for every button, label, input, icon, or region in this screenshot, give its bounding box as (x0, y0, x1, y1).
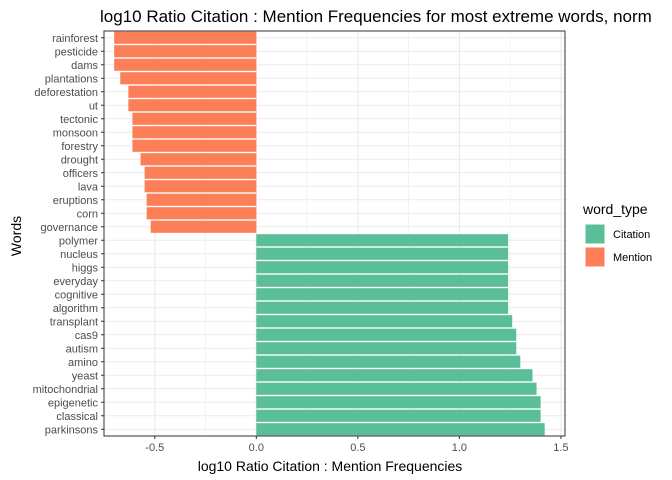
bar-drought (140, 153, 257, 166)
legend: word_type Citation Mention (582, 201, 652, 268)
bar-algorithm (256, 301, 509, 314)
y-tick-label: cas9 (75, 330, 98, 342)
bar-deforestation (128, 85, 257, 98)
bar-mitochondrial (256, 382, 537, 395)
y-tick-label: yeast (72, 370, 98, 382)
x-tick-label: 0.5 (350, 442, 365, 454)
y-tick-label: forestry (61, 141, 98, 153)
bar-parkinsons (256, 423, 545, 436)
bar-corn (146, 207, 257, 220)
y-tick-label: algorithm (53, 303, 98, 315)
x-tick-label: 0.0 (249, 442, 264, 454)
bar-higgs (256, 261, 509, 274)
legend-label-mention: Mention (613, 252, 652, 264)
bar-forestry (132, 139, 257, 152)
y-tick-label: monsoon (53, 127, 98, 139)
bar-eruptions (146, 193, 257, 206)
y-tick-label: higgs (72, 262, 99, 274)
y-tick-label: dams (71, 60, 98, 72)
y-tick-label: eruptions (53, 195, 99, 207)
y-tick-label: parkinsons (45, 424, 99, 436)
legend-title: word_type (582, 201, 648, 217)
y-tick-label: classical (56, 411, 98, 423)
bar-lava (144, 180, 257, 193)
y-tick-label: ut (89, 100, 98, 112)
bar-cognitive (256, 288, 509, 301)
y-tick-label: drought (61, 154, 98, 166)
bar-everyday (256, 274, 509, 287)
bar-amino (256, 355, 521, 368)
bar-officers (144, 166, 257, 179)
y-tick-label: rainforest (52, 33, 98, 45)
bar-tectonic (132, 112, 257, 125)
x-tick-label: 1.5 (553, 442, 568, 454)
y-tick-label: pesticide (55, 46, 98, 58)
y-tick-label: nucleus (60, 249, 98, 261)
bar-governance (150, 220, 257, 233)
bar-autism (256, 342, 517, 355)
y-tick-label: corn (77, 208, 98, 220)
bar-monsoon (132, 126, 257, 139)
chart-title: log10 Ratio Citation : Mention Frequenci… (100, 7, 652, 26)
legend-label-citation: Citation (613, 229, 650, 241)
y-tick-label: mitochondrial (33, 384, 98, 396)
plot-border (103, 30, 566, 437)
y-tick-label: cognitive (55, 289, 98, 301)
x-axis-title: log10 Ratio Citation : Mention Frequenci… (198, 458, 463, 474)
bar-epigenetic (256, 396, 541, 409)
legend-key-mention (584, 246, 606, 268)
y-tick-label: governance (41, 222, 99, 234)
bar-nucleus (256, 247, 509, 260)
bar-transplant (256, 315, 513, 328)
bar-plantations (120, 72, 257, 85)
y-tick-label: everyday (53, 276, 98, 288)
y-tick-label: tectonic (60, 114, 98, 126)
bar-classical (256, 409, 541, 422)
bar-yeast (256, 369, 533, 382)
x-tick-label: 1.0 (452, 442, 467, 454)
bar-cas9 (256, 328, 517, 341)
y-tick-label: officers (63, 168, 99, 180)
y-tick-label: autism (66, 343, 98, 355)
bar-polymer (256, 234, 509, 247)
y-tick-label: transplant (50, 316, 98, 328)
bar-rainforest (114, 31, 257, 44)
bar-pesticide (114, 45, 257, 58)
y-tick-label: polymer (59, 235, 98, 247)
y-tick-label: deforestation (34, 87, 98, 99)
bar-ut (128, 99, 257, 112)
y-tick-label: lava (78, 181, 99, 193)
bar-dams (114, 58, 257, 71)
y-axis-title: Words (8, 216, 24, 256)
x-tick-label: -0.5 (145, 442, 164, 454)
y-tick-label: plantations (45, 73, 99, 85)
legend-key-citation (584, 223, 606, 245)
y-tick-label: amino (68, 357, 98, 369)
y-tick-label: epigenetic (48, 397, 99, 409)
plot-background (104, 31, 565, 436)
